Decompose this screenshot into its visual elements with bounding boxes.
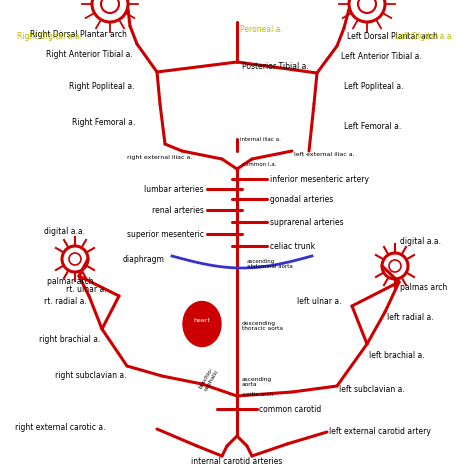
Text: palmar arch: palmar arch bbox=[47, 276, 93, 285]
Text: superior mesenteric: superior mesenteric bbox=[127, 229, 204, 238]
Text: Left Popliteal a.: Left Popliteal a. bbox=[344, 82, 403, 91]
Text: left brachial a.: left brachial a. bbox=[369, 352, 425, 361]
Text: Right Digital a.a.: Right Digital a.a. bbox=[17, 31, 82, 40]
Text: left radial a.: left radial a. bbox=[387, 312, 434, 321]
Ellipse shape bbox=[183, 301, 221, 346]
Text: left subclavian a.: left subclavian a. bbox=[339, 384, 405, 393]
Text: lumbar arteries: lumbar arteries bbox=[145, 184, 204, 193]
Text: Left Anterior Tibial a.: Left Anterior Tibial a. bbox=[341, 52, 422, 61]
Text: Left Digital a.a.: Left Digital a.a. bbox=[395, 31, 454, 40]
Text: common carotid: common carotid bbox=[259, 404, 321, 413]
Text: descending
thoracic aorta: descending thoracic aorta bbox=[242, 320, 283, 331]
Text: right external carotic a.: right external carotic a. bbox=[15, 422, 106, 431]
Text: Right Femoral a.: Right Femoral a. bbox=[72, 118, 135, 127]
Text: Right Anterior Tibial a.: Right Anterior Tibial a. bbox=[46, 49, 133, 58]
Text: digital a.a.: digital a.a. bbox=[45, 227, 85, 236]
Text: right subclavian a.: right subclavian a. bbox=[55, 372, 127, 381]
Text: Right Dorsal Plantar arch: Right Dorsal Plantar arch bbox=[30, 29, 127, 38]
Text: left ulnar a.: left ulnar a. bbox=[298, 298, 342, 307]
Text: common i.a.: common i.a. bbox=[242, 162, 276, 166]
Text: diaphragm: diaphragm bbox=[123, 255, 165, 264]
Text: rt. ulnar a.: rt. ulnar a. bbox=[66, 285, 107, 294]
Text: Left Dorsal Plantar arch: Left Dorsal Plantar arch bbox=[347, 31, 438, 40]
Text: ascending
abdominal aorta: ascending abdominal aorta bbox=[247, 259, 293, 269]
Text: palmas arch: palmas arch bbox=[400, 283, 447, 292]
Text: rt. radial a.: rt. radial a. bbox=[44, 298, 87, 307]
Text: celiac trunk: celiac trunk bbox=[270, 241, 315, 250]
Text: Peroneal a.: Peroneal a. bbox=[240, 25, 283, 34]
Text: ascending
aorta: ascending aorta bbox=[242, 377, 272, 387]
Text: left external carotid artery: left external carotid artery bbox=[329, 428, 431, 437]
Text: brachio-
cephalic: brachio- cephalic bbox=[198, 366, 220, 392]
Text: renal arteries: renal arteries bbox=[152, 206, 204, 215]
Text: heart: heart bbox=[193, 319, 210, 323]
Text: aortic arch: aortic arch bbox=[242, 392, 273, 396]
Text: suprarenal arteries: suprarenal arteries bbox=[270, 218, 344, 227]
Text: Posterior Tibial a.: Posterior Tibial a. bbox=[242, 62, 309, 71]
Text: right brachial a.: right brachial a. bbox=[38, 335, 100, 344]
Text: internal iliac a.: internal iliac a. bbox=[240, 137, 281, 142]
Text: Left Femoral a.: Left Femoral a. bbox=[344, 121, 401, 130]
Text: right external iliac a.: right external iliac a. bbox=[127, 155, 192, 159]
Text: internal carotid arteries: internal carotid arteries bbox=[191, 457, 283, 466]
Text: inferior mesenteric artery: inferior mesenteric artery bbox=[270, 174, 369, 183]
Text: Right Popliteal a.: Right Popliteal a. bbox=[70, 82, 135, 91]
Text: digital a.a.: digital a.a. bbox=[400, 237, 441, 246]
Text: gonadal arteries: gonadal arteries bbox=[270, 194, 333, 203]
Text: left external iliac a.: left external iliac a. bbox=[294, 152, 355, 156]
